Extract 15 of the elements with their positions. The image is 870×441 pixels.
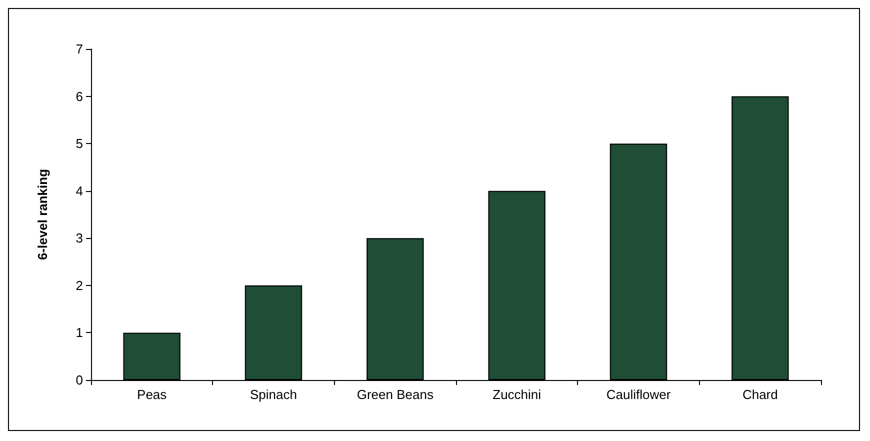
y-tick-label: 5 (76, 136, 83, 152)
y-tick-label: 0 (76, 372, 83, 388)
y-axis-title: 6-level ranking (35, 168, 50, 260)
y-tick-label: 1 (76, 325, 83, 340)
x-tick-label: Chard (742, 387, 778, 402)
x-tick-label: Peas (137, 387, 168, 402)
y-tick-label: 2 (76, 278, 83, 293)
x-tick-label: Cauliflower (606, 387, 672, 402)
y-tick-label: 3 (76, 230, 83, 246)
y-tick-label: 7 (76, 42, 83, 56)
y-tick-label: 6 (76, 88, 83, 104)
y-tick-label: 4 (76, 183, 83, 198)
x-tick-label: Green Beans (356, 387, 434, 402)
x-tick-label: Zucchini (492, 387, 542, 402)
x-tick-label: Spinach (250, 387, 297, 402)
